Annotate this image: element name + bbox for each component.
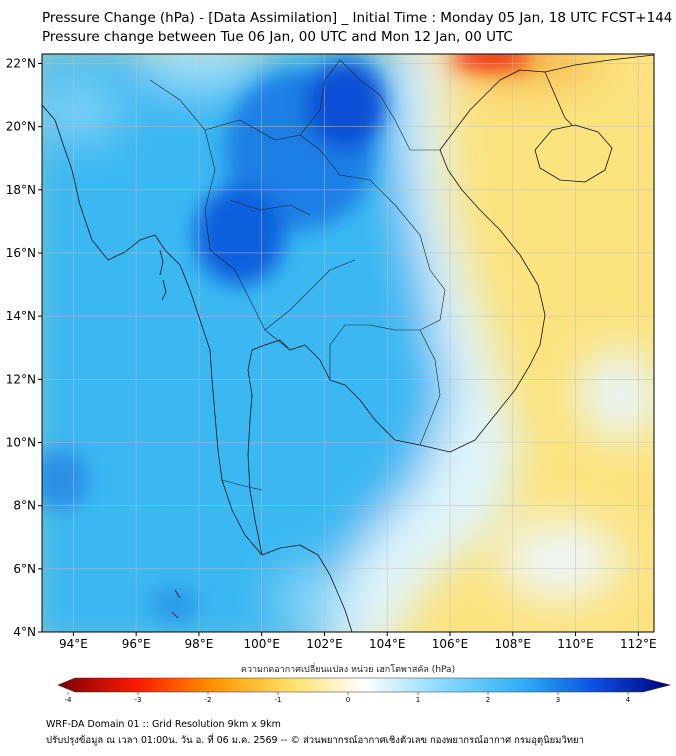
colorbar-tick-label: -3 bbox=[135, 696, 142, 704]
coastlines bbox=[42, 54, 654, 632]
map-frame bbox=[41, 53, 655, 633]
colorbar-tick-label: 4 bbox=[626, 696, 631, 704]
lat-tick-label: 16°N bbox=[6, 246, 36, 260]
pressure-field bbox=[42, 54, 654, 632]
lat-tick-label: 10°N bbox=[6, 435, 36, 449]
lat-tick-label: 12°N bbox=[6, 372, 36, 386]
lat-tick-label: 4°N bbox=[13, 625, 36, 639]
lat-tick-label: 14°N bbox=[6, 309, 36, 323]
colorbar-bar bbox=[57, 677, 672, 693]
map-title: Pressure Change (hPa) - [Data Assimilati… bbox=[42, 10, 673, 26]
lon-tick-label: 96°E bbox=[122, 637, 151, 651]
colorbar: -4 -3 -2 -1 0 1 2 3 4 bbox=[57, 677, 672, 704]
lat-tick-label: 22°N bbox=[6, 56, 36, 70]
lon-tick-label: 106°E bbox=[432, 637, 469, 651]
lon-tick-label: 102°E bbox=[306, 637, 343, 651]
latitude-axis: 22°N 20°N 18°N 16°N 14°N 12°N 10°N 8°N 6°N 4°N bbox=[6, 56, 42, 639]
colorbar-tick-label: -1 bbox=[275, 696, 282, 704]
lat-tick-label: 18°N bbox=[6, 183, 36, 197]
colorbar-tick-label: -2 bbox=[205, 696, 212, 704]
lat-tick-label: 6°N bbox=[13, 562, 36, 576]
lon-tick-label: 108°E bbox=[495, 637, 532, 651]
longitude-axis: 94°E 96°E 98°E 100°E 102°E 104°E 106°E 108°E 110… bbox=[59, 632, 657, 651]
lat-tick-label: 8°N bbox=[13, 499, 36, 513]
colorbar-tick-label: 0 bbox=[346, 696, 350, 704]
footer-update-info: ปรับปรุงข้อมูล ณ เวลา 01:00น. วัน อ. ที่… bbox=[46, 735, 584, 746]
colorbar-tick-label: 1 bbox=[416, 696, 420, 704]
colorbar-ticks: -4 -3 -2 -1 0 1 2 3 4 bbox=[65, 692, 631, 704]
lon-tick-label: 94°E bbox=[59, 637, 88, 651]
map-gridlines bbox=[42, 54, 654, 633]
lon-tick-label: 100°E bbox=[243, 637, 280, 651]
lon-tick-label: 104°E bbox=[369, 637, 406, 651]
footer-model-info: WRF-DA Domain 01 :: Grid Resolution 9km … bbox=[46, 719, 281, 730]
borders bbox=[149, 59, 446, 491]
lon-tick-label: 112°E bbox=[620, 637, 657, 651]
colorbar-label: ความกดอากาศเปลี่ยนแปลง หน่วย เฮกโตพาสคัล… bbox=[240, 665, 456, 675]
lon-tick-label: 110°E bbox=[557, 637, 594, 651]
lon-tick-label: 98°E bbox=[184, 637, 213, 651]
lat-tick-label: 20°N bbox=[6, 120, 36, 134]
colorbar-tick-label: 3 bbox=[556, 696, 560, 704]
map-subtitle: Pressure change between Tue 06 Jan, 00 U… bbox=[42, 29, 513, 45]
colorbar-tick-label: -4 bbox=[65, 696, 73, 704]
colorbar-tick-label: 2 bbox=[486, 696, 490, 704]
